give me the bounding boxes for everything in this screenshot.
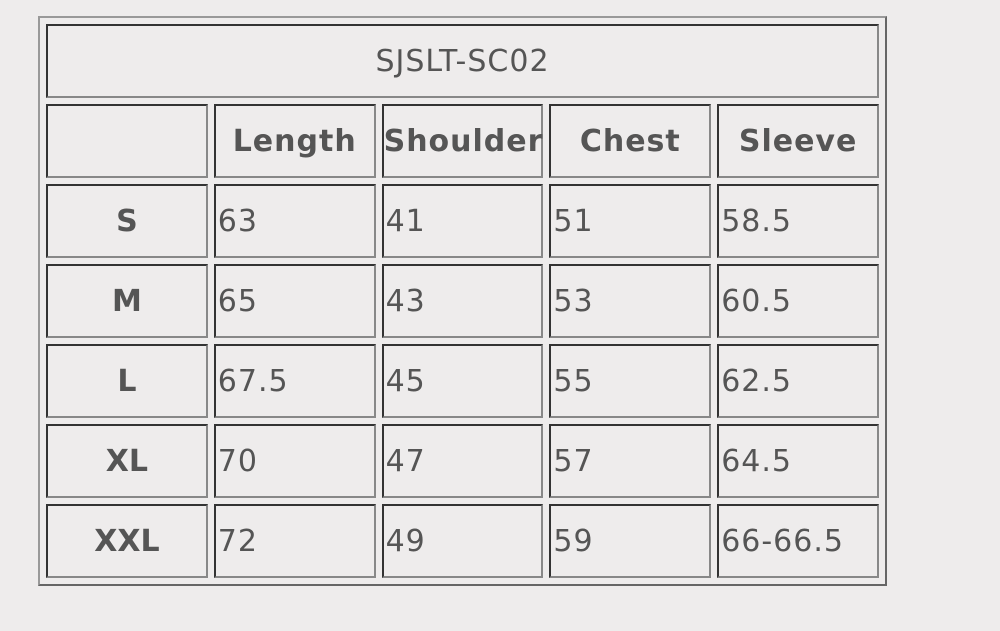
header-chest: Chest: [549, 104, 712, 178]
measurement-cell: 63: [213, 184, 376, 258]
table-row: XL 70 47 57 64.5: [46, 424, 879, 498]
measurement-cell: 57: [549, 424, 712, 498]
measurement-cell: 47: [381, 424, 544, 498]
measurement-cell: 62.5: [717, 344, 879, 418]
measurement-cell: 65: [213, 264, 376, 338]
table-row: XXL 72 49 59 66-66.5: [46, 504, 879, 578]
header-sleeve: Sleeve: [717, 104, 879, 178]
measurement-cell: 70: [213, 424, 376, 498]
measurement-cell: 51: [549, 184, 712, 258]
header-shoulder: Shoulder: [381, 104, 544, 178]
measurement-cell: 49: [381, 504, 544, 578]
measurement-cell: 55: [549, 344, 712, 418]
measurement-cell: 41: [381, 184, 544, 258]
measurement-cell: 72: [213, 504, 376, 578]
size-label: L: [46, 344, 208, 418]
table-row: L 67.5 45 55 62.5: [46, 344, 879, 418]
title-row: SJSLT-SC02: [46, 24, 879, 98]
measurement-cell: 67.5: [213, 344, 376, 418]
measurement-cell: 64.5: [717, 424, 879, 498]
table-row: S 63 41 51 58.5: [46, 184, 879, 258]
measurement-cell: 53: [549, 264, 712, 338]
measurement-cell: 60.5: [717, 264, 879, 338]
measurement-cell: 43: [381, 264, 544, 338]
header-row: Length Shoulder Chest Sleeve: [46, 104, 879, 178]
size-chart-table: SJSLT-SC02 Length Shoulder Chest Sleeve …: [38, 16, 887, 586]
measurement-cell: 59: [549, 504, 712, 578]
size-label: M: [46, 264, 208, 338]
table-row: M 65 43 53 60.5: [46, 264, 879, 338]
measurement-cell: 58.5: [717, 184, 879, 258]
header-cell-empty: [46, 104, 208, 178]
size-label: S: [46, 184, 208, 258]
measurement-cell: 45: [381, 344, 544, 418]
size-label: XL: [46, 424, 208, 498]
size-label: XXL: [46, 504, 208, 578]
table-title: SJSLT-SC02: [46, 24, 879, 98]
measurement-cell: 66-66.5: [717, 504, 879, 578]
header-length: Length: [213, 104, 376, 178]
